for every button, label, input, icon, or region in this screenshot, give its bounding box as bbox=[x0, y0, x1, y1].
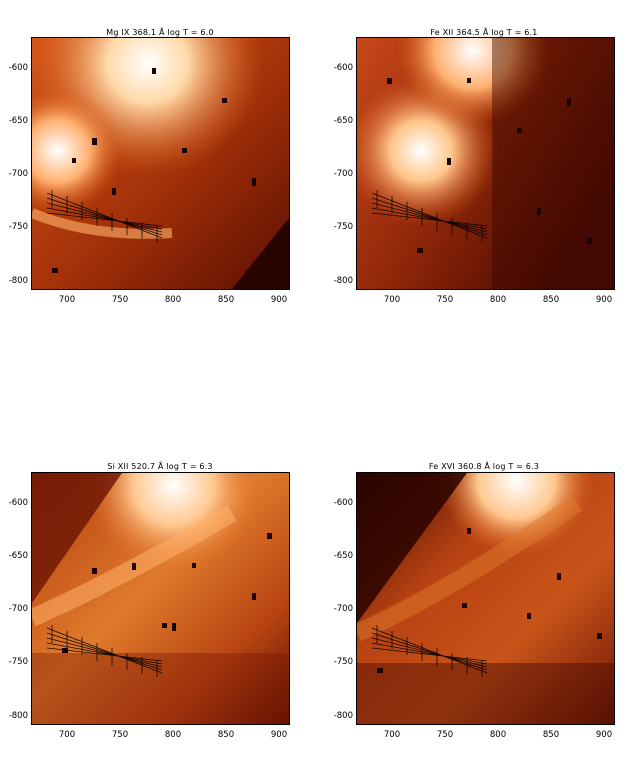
y-tick-label: -600 bbox=[8, 63, 28, 73]
panel-title: Si XII 520.7 Å log T = 6.3 bbox=[107, 462, 213, 471]
y-tick-label: -800 bbox=[333, 711, 353, 721]
y-tick-label: -800 bbox=[8, 711, 28, 721]
y-tick-label: -700 bbox=[8, 169, 28, 179]
y-tick-label: -700 bbox=[333, 169, 353, 179]
y-tick-label: -750 bbox=[333, 657, 353, 667]
y-tick-label: -750 bbox=[8, 657, 28, 667]
x-tick-label: 700 bbox=[383, 730, 401, 740]
x-tick-label: 750 bbox=[436, 730, 454, 740]
x-tick-label: 800 bbox=[489, 730, 507, 740]
x-tick-label: 700 bbox=[383, 295, 401, 305]
x-tick-label: 750 bbox=[111, 295, 129, 305]
emission-image bbox=[356, 37, 615, 290]
y-tick-label: -800 bbox=[333, 276, 353, 286]
x-tick-label: 700 bbox=[58, 730, 76, 740]
x-tick-label: 900 bbox=[595, 730, 613, 740]
y-tick-label: -750 bbox=[333, 222, 353, 232]
x-tick-label: 850 bbox=[217, 730, 235, 740]
y-tick-label: -650 bbox=[333, 551, 353, 561]
x-tick-label: 800 bbox=[164, 730, 182, 740]
x-tick-label: 700 bbox=[58, 295, 76, 305]
y-tick-label: -650 bbox=[8, 551, 28, 561]
x-tick-label: 850 bbox=[542, 730, 560, 740]
emission-image bbox=[31, 37, 290, 290]
emission-image bbox=[31, 472, 290, 725]
y-tick-label: -750 bbox=[8, 222, 28, 232]
x-tick-label: 900 bbox=[595, 295, 613, 305]
y-tick-label: -700 bbox=[333, 604, 353, 614]
x-tick-label: 800 bbox=[489, 295, 507, 305]
emission-image bbox=[356, 472, 615, 725]
x-tick-label: 750 bbox=[111, 730, 129, 740]
y-tick-label: -600 bbox=[333, 63, 353, 73]
y-tick-label: -650 bbox=[8, 116, 28, 126]
panel-title: Fe XII 364.5 Å log T = 6.1 bbox=[430, 28, 538, 37]
x-tick-label: 850 bbox=[542, 295, 560, 305]
panel-title: Mg IX 368.1 Å log T = 6.0 bbox=[106, 28, 214, 37]
panel-title: Fe XVI 360.8 Å log T = 6.3 bbox=[428, 462, 540, 471]
y-tick-label: -800 bbox=[8, 276, 28, 286]
x-tick-label: 750 bbox=[436, 295, 454, 305]
y-tick-label: -600 bbox=[8, 498, 28, 508]
x-tick-label: 900 bbox=[270, 295, 288, 305]
y-tick-label: -700 bbox=[8, 604, 28, 614]
y-tick-label: -650 bbox=[333, 116, 353, 126]
x-tick-label: 800 bbox=[164, 295, 182, 305]
y-tick-label: -600 bbox=[333, 498, 353, 508]
x-tick-label: 850 bbox=[217, 295, 235, 305]
x-tick-label: 900 bbox=[270, 730, 288, 740]
